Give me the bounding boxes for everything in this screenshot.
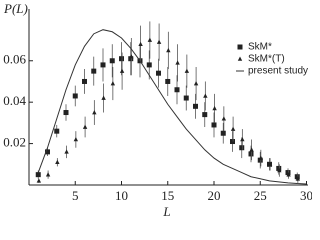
triangle-point	[101, 95, 106, 100]
triangle-point	[295, 176, 301, 181]
square-point	[156, 70, 161, 76]
square-point	[63, 110, 69, 116]
legend-label: present study	[248, 66, 308, 77]
square-point	[230, 139, 235, 145]
triangle-point	[212, 105, 217, 111]
square-point	[239, 145, 245, 151]
square-point	[248, 151, 254, 157]
square-point	[91, 68, 97, 74]
triangle-point	[45, 172, 51, 177]
triangle-point	[249, 147, 254, 152]
y-tick-label: 0.02	[3, 135, 26, 150]
triangle-point	[82, 124, 88, 129]
square-point	[193, 103, 198, 109]
triangle-point	[138, 41, 143, 46]
triangle-point	[258, 155, 264, 160]
square-point	[294, 174, 300, 180]
square-point	[237, 44, 243, 50]
square-point	[257, 157, 263, 163]
triangle-point	[237, 56, 243, 61]
triangle-point	[221, 116, 227, 121]
square-point	[211, 122, 217, 128]
square-point	[128, 56, 134, 62]
triangle-point	[156, 39, 162, 44]
triangle-point	[147, 37, 153, 42]
square-point	[54, 128, 60, 134]
triangle-point	[277, 168, 282, 173]
square-point	[165, 78, 171, 84]
triangle-point	[129, 54, 134, 59]
square-point	[285, 170, 291, 176]
triangle-point	[166, 47, 171, 53]
y-tick-label: 0.06	[3, 52, 26, 67]
triangle-point	[64, 149, 69, 154]
chart: P(L) L 5 10 15 20 25 30 0.02 0.04 0.06 SkM*SkM*(T…	[3, 1, 312, 219]
triangle-point	[230, 126, 236, 131]
x-tick-label: 30	[300, 188, 312, 203]
square-point	[276, 165, 282, 171]
triangle-point	[267, 161, 273, 167]
square-point	[146, 62, 152, 68]
triangle-point	[203, 93, 208, 98]
legend-label: SkM*	[248, 42, 272, 53]
triangle-point	[119, 68, 125, 73]
triangle-point	[240, 136, 245, 142]
x-tick-label: 15	[161, 188, 174, 203]
square-point	[109, 58, 115, 64]
y-tick-label: 0.04	[3, 93, 26, 108]
triangle-point	[92, 110, 97, 115]
x-tick-label: 20	[208, 188, 221, 203]
triangle-point	[175, 60, 180, 65]
x-axis-label: L	[162, 204, 170, 219]
model-curve	[37, 29, 307, 185]
triangle-point	[73, 136, 79, 142]
y-axis-label: P(L)	[3, 1, 28, 16]
triangle-point	[193, 81, 199, 86]
legend-label: SkM*(T)	[248, 54, 285, 65]
square-point	[220, 130, 226, 136]
square-point	[119, 56, 124, 62]
square-point	[100, 62, 106, 68]
square-point	[45, 149, 50, 155]
square-point	[174, 87, 180, 93]
square-point	[82, 78, 87, 84]
x-tick-label: 10	[115, 188, 128, 203]
triangle-point	[36, 178, 42, 183]
square-point	[202, 112, 208, 118]
triangle-point	[286, 172, 291, 177]
square-point	[183, 95, 189, 101]
x-tick-label: 25	[254, 188, 267, 203]
x-tick-label: 5	[72, 188, 79, 203]
triangle-point	[184, 68, 190, 73]
square-point	[72, 93, 78, 99]
square-point	[35, 172, 41, 178]
triangle-point	[110, 81, 116, 86]
triangle-point	[55, 159, 60, 165]
